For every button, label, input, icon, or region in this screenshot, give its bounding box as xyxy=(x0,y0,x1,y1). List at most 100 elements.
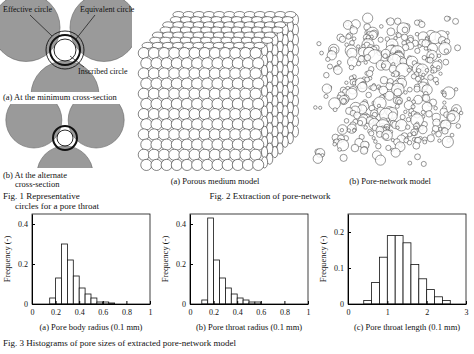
bar xyxy=(387,236,395,304)
sphere xyxy=(232,119,243,130)
bar xyxy=(427,290,435,304)
sphere xyxy=(189,108,200,119)
sphere xyxy=(240,47,251,58)
x-tick: 0.4 xyxy=(75,301,85,317)
throat-diagram xyxy=(0,0,132,92)
pore-body xyxy=(337,61,341,65)
sphere xyxy=(199,47,210,58)
pore-body xyxy=(320,51,324,55)
sphere xyxy=(202,119,213,130)
sphere xyxy=(250,47,261,58)
pore-body xyxy=(337,139,348,150)
bar xyxy=(220,278,226,304)
pore-body xyxy=(413,142,420,149)
pore-body xyxy=(366,92,372,98)
pore-body xyxy=(405,125,409,129)
y-tick-mark xyxy=(190,264,193,265)
pore-body xyxy=(379,25,383,29)
bars xyxy=(364,236,451,304)
bar xyxy=(231,294,237,304)
y-tick-label: 0 xyxy=(340,300,344,309)
plot-frame xyxy=(32,214,150,304)
sphere xyxy=(242,159,253,170)
panel-caption: (b) Pore-network model xyxy=(349,176,431,186)
x-tick-mark xyxy=(427,301,428,304)
pore-body xyxy=(378,37,383,42)
sphere xyxy=(161,58,172,69)
sphere xyxy=(220,47,231,58)
sphere xyxy=(272,27,283,33)
bar xyxy=(403,243,411,304)
pore-body xyxy=(382,130,393,141)
pore-body xyxy=(415,76,420,81)
x-tick: 3 xyxy=(465,301,469,317)
sphere xyxy=(181,159,192,170)
sphere xyxy=(141,159,152,170)
sphere xyxy=(148,88,159,99)
pore-body xyxy=(364,126,368,130)
sphere xyxy=(202,98,213,109)
sphere xyxy=(169,129,180,140)
pore-body xyxy=(431,67,437,73)
sphere xyxy=(169,149,180,160)
x-axis-line xyxy=(191,304,309,305)
pore-body xyxy=(386,145,391,150)
pore-body xyxy=(333,142,337,146)
sphere xyxy=(141,58,152,69)
sphere xyxy=(161,119,172,130)
x-axis-title: (c) Pore throat length (0.1 mm) xyxy=(354,322,460,332)
sphere xyxy=(169,108,180,119)
pore-body xyxy=(372,136,375,139)
x-axis: 00.20.40.60.81 xyxy=(31,301,153,317)
sphere xyxy=(151,58,162,69)
sphere xyxy=(199,108,210,119)
x-tick-label: 0.6 xyxy=(98,308,108,317)
y-axis: 00.10.2 xyxy=(334,215,351,310)
sphere xyxy=(230,129,241,140)
x-tick-mark xyxy=(284,301,285,304)
pore-body xyxy=(442,136,453,147)
y-tick: 0.2 xyxy=(334,228,351,237)
y-tick-label: 0.4 xyxy=(176,220,186,229)
pore-body xyxy=(434,106,438,110)
sphere xyxy=(171,58,182,69)
pore-body xyxy=(326,57,330,61)
pore-body xyxy=(400,114,405,119)
sphere xyxy=(242,119,253,130)
sphere xyxy=(222,159,233,170)
bar xyxy=(67,260,73,304)
sphere xyxy=(159,149,170,160)
sphere xyxy=(240,68,251,79)
sphere xyxy=(189,149,200,160)
sphere xyxy=(151,119,162,130)
pore-body xyxy=(347,33,353,39)
leader-line xyxy=(76,15,95,39)
sphere xyxy=(240,108,251,119)
sphere xyxy=(222,78,233,89)
x-tick-mark xyxy=(56,301,57,304)
sphere xyxy=(189,88,200,99)
sphere xyxy=(199,68,210,79)
pore-body xyxy=(367,27,379,39)
pore-body xyxy=(423,95,430,102)
pore-body xyxy=(437,66,440,69)
pore-network-image xyxy=(313,13,463,166)
sphere xyxy=(151,159,162,170)
sphere xyxy=(253,98,264,109)
sphere xyxy=(151,98,162,109)
pore-body xyxy=(340,128,343,131)
pore-body xyxy=(353,128,356,131)
pore-body xyxy=(396,120,407,131)
sphere xyxy=(242,58,253,69)
y-tick-label: 0 xyxy=(24,300,28,309)
pore-body xyxy=(369,131,374,136)
pore-body xyxy=(364,61,367,64)
pore-body xyxy=(407,140,412,145)
pore-body xyxy=(443,59,449,65)
x-tick-mark xyxy=(466,301,467,304)
y-tick-mark xyxy=(348,232,351,233)
pore-body xyxy=(317,42,321,46)
sphere xyxy=(230,47,241,58)
sphere xyxy=(253,139,264,150)
sphere xyxy=(220,108,231,119)
